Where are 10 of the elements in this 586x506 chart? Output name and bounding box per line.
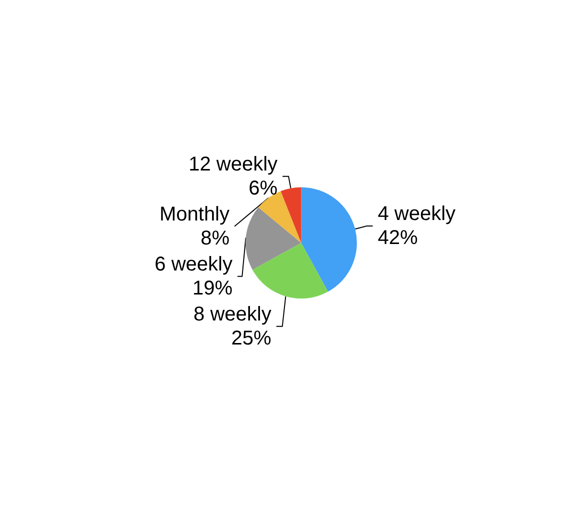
data-label: 6% <box>248 177 278 200</box>
slice-label: 8 weekly <box>194 303 272 326</box>
slice-label: 6 weekly <box>154 253 232 276</box>
slice-label: 12 weekly <box>188 153 278 176</box>
data-label: 25% <box>231 327 272 350</box>
data-label: 19% <box>192 277 233 300</box>
slice-label: 4 weekly <box>378 203 456 226</box>
data-label: 42% <box>378 227 418 250</box>
slice-label: Monthly <box>159 203 230 226</box>
data-label: 8% <box>200 227 230 250</box>
